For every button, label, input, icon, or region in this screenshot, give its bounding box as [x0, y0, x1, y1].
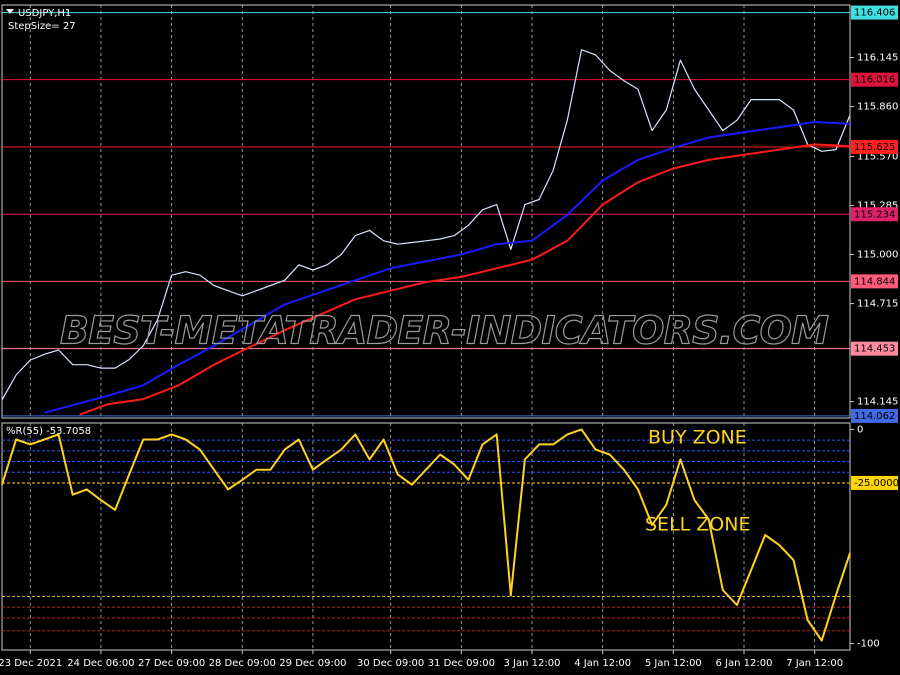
annotation: BUY ZONE [648, 427, 747, 449]
x-tick-label: 5 Jan 12:00 [645, 658, 702, 669]
x-tick-label: 27 Dec 09:00 [138, 658, 205, 669]
level-label: 116.406 [854, 8, 895, 19]
x-tick-label: 29 Dec 09:00 [279, 658, 346, 669]
level-label-box [851, 475, 898, 490]
x-tick-label: 28 Dec 09:00 [209, 658, 276, 669]
y-tick-label: 115.860 [857, 102, 898, 113]
level-label-box [851, 5, 898, 20]
level-label: 116.016 [854, 75, 895, 86]
y-tick-label: 115.000 [857, 250, 898, 261]
indicator-panel [1, 422, 851, 651]
series-line [1, 49, 851, 401]
y-tick-label: 114.715 [857, 299, 898, 310]
y-tick-label: 116.145 [857, 52, 898, 63]
level-label-box [851, 207, 898, 222]
price-panel [1, 4, 851, 419]
level-label: 114.844 [854, 276, 895, 287]
level-label-box [851, 341, 898, 356]
x-tick-label: 31 Dec 09:00 [428, 658, 495, 669]
x-tick-label: 24 Dec 06:00 [67, 658, 134, 669]
x-tick-label: 30 Dec 09:00 [357, 658, 424, 669]
x-tick-label: 23 Dec 2021 [0, 658, 62, 669]
chart-title: USDJPY,H1 [18, 8, 71, 19]
level-label: 115.234 [854, 209, 895, 220]
series-line [79, 143, 851, 416]
level-label: 114.453 [854, 344, 895, 355]
chart-subtitle: StepSize= 27 [8, 21, 76, 32]
level-label: 115.625 [854, 142, 895, 153]
annotation: SELL ZONE [645, 514, 750, 536]
y-tick-label: 115.285 [857, 200, 898, 211]
title-icon [6, 9, 14, 14]
level-label-box [851, 274, 898, 289]
level-label-box [851, 72, 898, 87]
series-line [1, 428, 851, 642]
y-tick-label: -100 [857, 639, 880, 650]
watermark: BEST-METATRADER-INDICATORS.COM [60, 309, 830, 353]
level-label-box [851, 408, 898, 423]
x-tick-label: 6 Jan 12:00 [716, 658, 773, 669]
x-tick-label: 7 Jan 12:00 [786, 658, 843, 669]
level-label: 114.062 [854, 411, 895, 422]
x-tick-label: 4 Jan 12:00 [574, 658, 631, 669]
series-line [44, 121, 851, 414]
y-tick-label: 114.145 [857, 397, 898, 408]
x-tick-label: 3 Jan 12:00 [504, 658, 561, 669]
y-tick-label: 0 [857, 424, 863, 435]
y-tick-label: 115.570 [857, 151, 898, 162]
level-label-box [851, 139, 898, 154]
chart-title: %R(55) -53.7058 [6, 426, 91, 437]
level-label: -25.0000 [854, 478, 899, 489]
